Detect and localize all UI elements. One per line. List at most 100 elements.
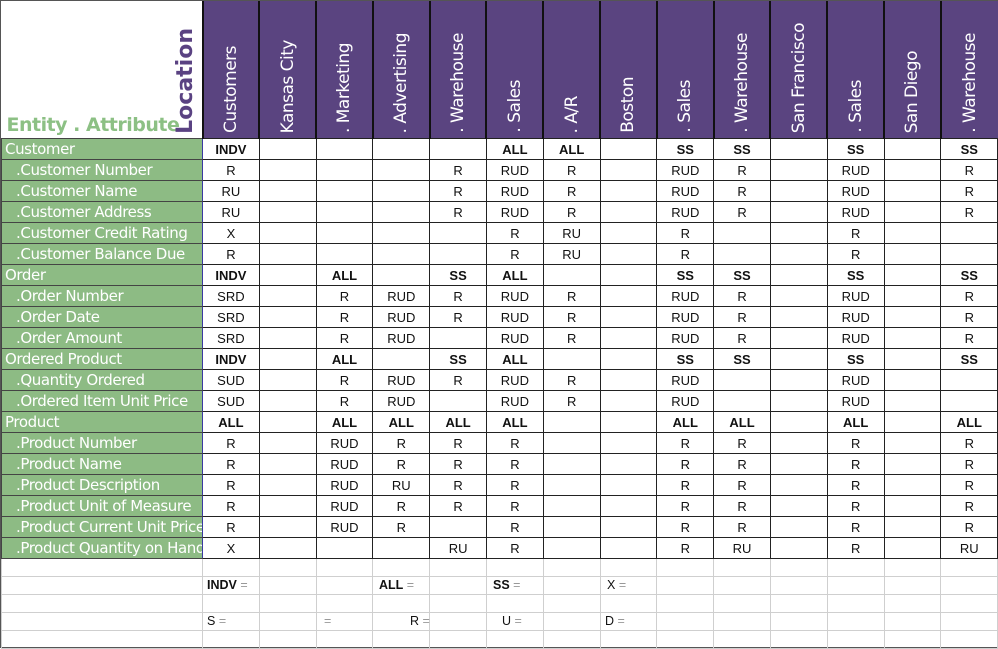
- matrix-cell[interactable]: [372, 159, 431, 181]
- matrix-cell[interactable]: R: [940, 159, 998, 181]
- matrix-cell[interactable]: ALL: [485, 411, 544, 433]
- matrix-cell[interactable]: SRD: [202, 306, 260, 328]
- empty-cell[interactable]: [202, 576, 260, 595]
- empty-cell[interactable]: [485, 612, 544, 631]
- matrix-cell[interactable]: [883, 537, 942, 559]
- matrix-cell[interactable]: [883, 453, 942, 475]
- matrix-cell[interactable]: [769, 411, 828, 433]
- matrix-cell[interactable]: RU: [202, 201, 260, 223]
- matrix-cell[interactable]: R: [485, 516, 544, 538]
- matrix-cell[interactable]: [258, 432, 317, 454]
- matrix-cell[interactable]: R: [485, 243, 544, 265]
- matrix-cell[interactable]: R: [656, 222, 715, 244]
- matrix-cell[interactable]: [542, 453, 601, 475]
- matrix-cell[interactable]: [315, 537, 374, 559]
- matrix-cell[interactable]: RUD: [826, 306, 885, 328]
- matrix-cell[interactable]: SS: [940, 348, 998, 370]
- matrix-cell[interactable]: [599, 159, 658, 181]
- matrix-cell[interactable]: [429, 390, 487, 412]
- matrix-cell[interactable]: [883, 390, 942, 412]
- matrix-cell[interactable]: RU: [372, 474, 431, 496]
- matrix-cell[interactable]: R: [202, 453, 260, 475]
- matrix-cell[interactable]: RUD: [485, 306, 544, 328]
- empty-cell[interactable]: [599, 558, 658, 577]
- empty-cell[interactable]: [940, 576, 998, 595]
- matrix-cell[interactable]: [599, 453, 658, 475]
- matrix-cell[interactable]: [258, 495, 317, 517]
- empty-cell[interactable]: [940, 594, 998, 613]
- row-label[interactable]: .Product Name: [1, 453, 203, 475]
- matrix-cell[interactable]: [599, 516, 658, 538]
- empty-cell[interactable]: [713, 630, 771, 649]
- matrix-cell[interactable]: [599, 390, 658, 412]
- matrix-cell[interactable]: [769, 201, 828, 223]
- matrix-cell[interactable]: SS: [713, 138, 771, 160]
- matrix-cell[interactable]: [258, 516, 317, 538]
- matrix-cell[interactable]: [315, 201, 374, 223]
- empty-cell[interactable]: [656, 630, 715, 649]
- matrix-cell[interactable]: R: [713, 159, 771, 181]
- matrix-cell[interactable]: R: [940, 306, 998, 328]
- empty-cell[interactable]: [769, 612, 828, 631]
- matrix-cell[interactable]: [883, 474, 942, 496]
- matrix-cell[interactable]: [429, 516, 487, 538]
- matrix-cell[interactable]: [258, 411, 317, 433]
- matrix-cell[interactable]: RUD: [485, 285, 544, 307]
- matrix-cell[interactable]: R: [713, 495, 771, 517]
- empty-cell[interactable]: [372, 558, 431, 577]
- row-label[interactable]: Product: [1, 411, 203, 433]
- empty-cell[interactable]: [429, 594, 487, 613]
- matrix-cell[interactable]: [599, 411, 658, 433]
- matrix-cell[interactable]: RUD: [485, 180, 544, 202]
- matrix-cell[interactable]: [542, 432, 601, 454]
- empty-cell[interactable]: [769, 630, 828, 649]
- matrix-cell[interactable]: [258, 285, 317, 307]
- row-label[interactable]: .Order Number: [1, 285, 203, 307]
- matrix-cell[interactable]: R: [826, 537, 885, 559]
- matrix-cell[interactable]: R: [542, 306, 601, 328]
- matrix-cell[interactable]: SS: [713, 264, 771, 286]
- matrix-cell[interactable]: [258, 180, 317, 202]
- matrix-cell[interactable]: SS: [826, 138, 885, 160]
- matrix-cell[interactable]: R: [940, 180, 998, 202]
- matrix-cell[interactable]: [940, 243, 998, 265]
- matrix-cell[interactable]: R: [713, 180, 771, 202]
- empty-cell[interactable]: [769, 558, 828, 577]
- matrix-cell[interactable]: [372, 348, 431, 370]
- matrix-cell[interactable]: [769, 537, 828, 559]
- matrix-cell[interactable]: ALL: [826, 411, 885, 433]
- matrix-cell[interactable]: [258, 369, 317, 391]
- empty-cell[interactable]: [940, 612, 998, 631]
- matrix-cell[interactable]: [713, 390, 771, 412]
- empty-cell[interactable]: [883, 630, 942, 649]
- matrix-cell[interactable]: RUD: [826, 285, 885, 307]
- empty-cell[interactable]: [656, 576, 715, 595]
- matrix-cell[interactable]: R: [656, 495, 715, 517]
- empty-cell[interactable]: [883, 612, 942, 631]
- matrix-cell[interactable]: [883, 138, 942, 160]
- matrix-cell[interactable]: RU: [713, 537, 771, 559]
- matrix-cell[interactable]: [372, 537, 431, 559]
- empty-cell[interactable]: [258, 558, 317, 577]
- matrix-cell[interactable]: R: [485, 432, 544, 454]
- matrix-cell[interactable]: R: [429, 285, 487, 307]
- matrix-cell[interactable]: [769, 306, 828, 328]
- empty-cell[interactable]: [826, 630, 885, 649]
- matrix-cell[interactable]: [599, 348, 658, 370]
- matrix-cell[interactable]: [258, 474, 317, 496]
- matrix-cell[interactable]: RUD: [372, 369, 431, 391]
- empty-cell[interactable]: [542, 612, 601, 631]
- matrix-cell[interactable]: R: [429, 369, 487, 391]
- matrix-cell[interactable]: [769, 474, 828, 496]
- empty-cell[interactable]: [202, 612, 260, 631]
- matrix-cell[interactable]: RUD: [656, 180, 715, 202]
- empty-cell[interactable]: [258, 594, 317, 613]
- matrix-cell[interactable]: RUD: [315, 453, 374, 475]
- empty-cell[interactable]: [599, 594, 658, 613]
- matrix-cell[interactable]: R: [940, 201, 998, 223]
- matrix-cell[interactable]: [542, 537, 601, 559]
- matrix-cell[interactable]: R: [826, 432, 885, 454]
- matrix-cell[interactable]: [599, 264, 658, 286]
- matrix-cell[interactable]: R: [940, 516, 998, 538]
- matrix-cell[interactable]: R: [429, 453, 487, 475]
